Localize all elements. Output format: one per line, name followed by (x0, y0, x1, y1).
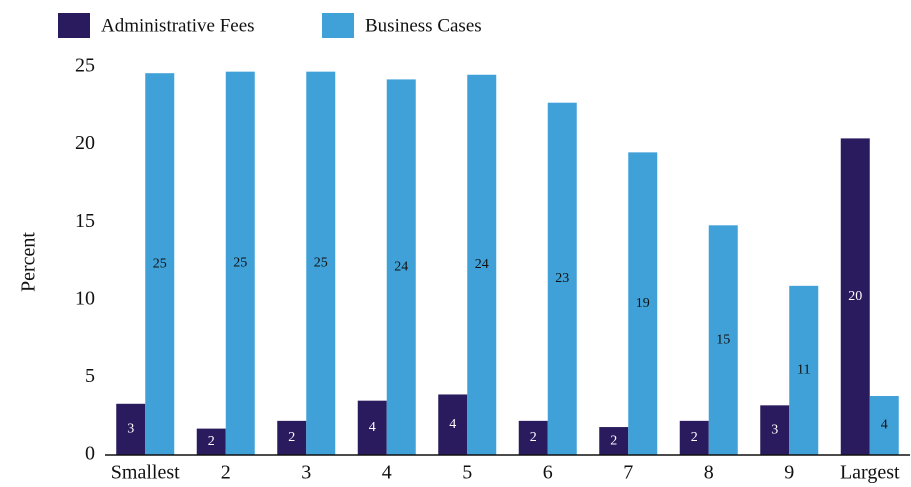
value-label: 20 (848, 289, 862, 304)
bar (145, 73, 175, 455)
legend-label: Administrative Fees (101, 15, 255, 36)
x-tick-label: 7 (623, 462, 633, 484)
value-label: 4 (449, 417, 456, 432)
bar (679, 420, 709, 455)
bar (789, 285, 819, 455)
x-tick-label: 9 (784, 462, 794, 484)
bar (518, 420, 548, 455)
value-label: 23 (555, 271, 569, 286)
value-label: 19 (636, 296, 650, 311)
value-label: 3 (771, 422, 778, 437)
bar (438, 394, 468, 455)
x-tick-label: 5 (462, 462, 472, 484)
y-tick-label: 20 (75, 132, 95, 154)
bar (225, 71, 255, 455)
y-tick-label: 5 (85, 365, 95, 387)
bar (116, 403, 146, 455)
bar (196, 428, 226, 455)
x-tick-label: 4 (382, 462, 392, 484)
value-label: 11 (797, 363, 810, 378)
value-label: 15 (716, 332, 730, 347)
value-label: 4 (369, 420, 376, 435)
value-label: 24 (394, 259, 408, 274)
bar (869, 396, 899, 455)
bar (306, 71, 336, 455)
value-label: 25 (314, 256, 328, 271)
bar (760, 405, 790, 455)
bar (628, 152, 658, 456)
bar (357, 400, 387, 455)
legend-swatch (322, 13, 354, 38)
x-tick-label: 2 (221, 462, 231, 484)
value-label: 2 (288, 430, 295, 445)
y-tick-label: 15 (75, 210, 95, 232)
value-label: 2 (610, 433, 617, 448)
x-tick-label: 8 (704, 462, 714, 484)
bar (277, 420, 307, 455)
bar (386, 79, 416, 455)
legend-swatch (58, 13, 90, 38)
bar (467, 74, 497, 455)
x-tick-label: Smallest (111, 462, 180, 484)
value-label: 3 (127, 422, 134, 437)
value-label: 4 (881, 418, 888, 433)
value-label: 2 (530, 430, 537, 445)
x-tick-label: Largest (840, 462, 900, 484)
value-label: 25 (153, 256, 167, 271)
bar (840, 138, 870, 455)
bar (708, 225, 738, 455)
x-tick-label: 3 (301, 462, 311, 484)
y-tick-label: 25 (75, 55, 95, 77)
value-label: 24 (475, 257, 489, 272)
legend-label: Business Cases (365, 15, 482, 36)
bar (547, 102, 577, 456)
value-label: 2 (208, 434, 215, 449)
y-tick-label: 0 (85, 443, 95, 465)
x-tick-label: 6 (543, 462, 553, 484)
value-label: 2 (691, 430, 698, 445)
y-tick-label: 10 (75, 287, 95, 309)
y-axis-label: Percent (18, 232, 40, 292)
bar (599, 427, 629, 455)
value-label: 25 (233, 256, 247, 271)
